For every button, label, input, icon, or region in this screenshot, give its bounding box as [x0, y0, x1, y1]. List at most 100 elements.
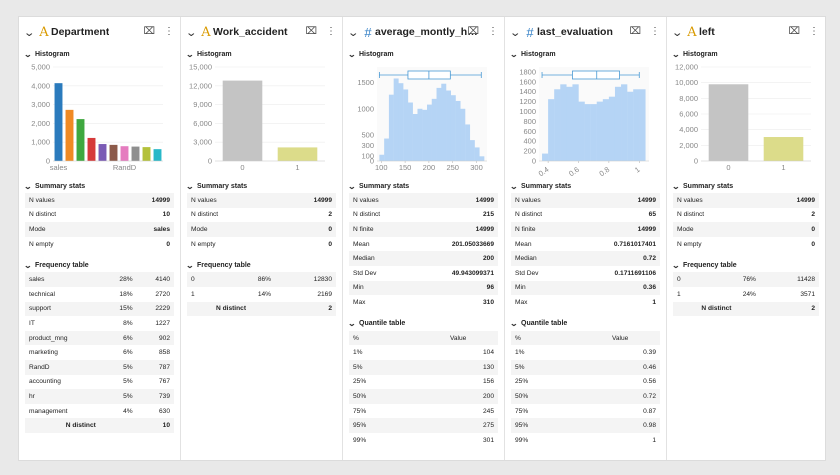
frequency-section-header[interactable]: ⌄ Frequency table [19, 258, 180, 272]
table-row: N values 14999 [187, 193, 336, 208]
y-tick-label: 300 [361, 141, 374, 150]
histogram-section-header[interactable]: ⌄ Histogram [667, 47, 825, 61]
freq-value: 0 [673, 272, 704, 287]
chevron-down-icon[interactable]: ⌄ [185, 26, 198, 39]
table-row: marketing 6% 858 [25, 345, 174, 360]
y-tick-label: 1000 [357, 104, 374, 113]
chevron-down-icon[interactable]: ⌄ [671, 26, 684, 39]
histogram-section-header[interactable]: ⌄ Histogram [343, 47, 504, 61]
histogram-bar [479, 156, 485, 161]
stat-value: 49.943099371 [451, 269, 494, 277]
chevron-down-icon[interactable]: ⌄ [23, 260, 33, 270]
chevron-down-icon[interactable]: ⌄ [185, 49, 195, 59]
table-row: IT 8% 1227 [25, 316, 174, 331]
quantile-section-header[interactable]: ⌄ Quantile table [343, 317, 504, 331]
freq-percent: 5% [101, 359, 137, 375]
freq-value: hr [25, 389, 102, 404]
x-tick-label: RandD [113, 163, 137, 172]
chevron-down-icon[interactable]: ⌄ [509, 49, 519, 59]
more-vertical-icon[interactable]: ⋮ [650, 26, 660, 37]
chevron-down-icon[interactable]: ⌄ [671, 49, 681, 59]
histogram-chart: 0 1,000 2,000 3,000 4,000 5,000 sales RandD [19, 61, 180, 179]
histogram-section-header[interactable]: ⌄ Histogram [19, 47, 180, 61]
frequency-section-header[interactable]: ⌄ Frequency table [181, 258, 342, 272]
table-row: N values 14999 [511, 193, 660, 208]
n-distinct-value: 10 [136, 418, 174, 433]
summary-section-header[interactable]: ⌄ Summary stats [19, 179, 180, 193]
quantile-section-header[interactable]: ⌄ Quantile table [505, 317, 666, 331]
freq-percent: 14% [257, 290, 272, 298]
more-vertical-icon[interactable]: ⋮ [326, 26, 336, 37]
table-row: N values 14999 [673, 193, 819, 208]
section-title: Summary stats [521, 182, 572, 190]
chevron-down-icon[interactable]: ⌄ [185, 260, 195, 270]
table-row: Min 0.36 [511, 280, 660, 296]
frequency-section-header[interactable]: ⌄ Frequency table [667, 258, 825, 272]
stat-value: 0.72 [572, 251, 660, 266]
more-vertical-icon[interactable]: ⋮ [809, 26, 819, 37]
trash-icon[interactable]: ⌧ [788, 26, 800, 37]
stat-label: N values [25, 193, 111, 208]
summary-section-header[interactable]: ⌄ Summary stats [343, 179, 504, 193]
y-tick-label: 800 [523, 117, 536, 126]
stat-label: Min [511, 280, 573, 296]
histogram-bar [407, 102, 413, 161]
chevron-down-icon[interactable]: ⌄ [509, 181, 519, 191]
y-tick-label: 5,000 [31, 63, 50, 72]
table-row: Max 310 [349, 295, 498, 310]
more-vertical-icon[interactable]: ⋮ [488, 26, 498, 37]
section-title: Frequency table [197, 261, 251, 269]
table-row: Median 0.72 [511, 251, 660, 266]
y-tick-label: 1200 [519, 97, 536, 106]
freq-value: management [29, 407, 68, 415]
summary-section-header[interactable]: ⌄ Summary stats [181, 179, 342, 193]
more-vertical-icon[interactable]: ⋮ [164, 26, 174, 37]
chevron-down-icon[interactable]: ⌄ [671, 260, 681, 270]
chevron-down-icon[interactable]: ⌄ [347, 26, 360, 39]
histogram-bar [431, 98, 437, 161]
table-header-row: % Value [511, 330, 660, 346]
chevron-down-icon[interactable]: ⌄ [23, 181, 33, 191]
bar [109, 144, 118, 161]
trash-icon[interactable]: ⌧ [467, 26, 479, 37]
chevron-down-icon[interactable]: ⌄ [23, 26, 36, 39]
column-summary-panel: ⌄ A Department ⌧ ⋮ ⌄ Histogram 0 1,000 2,000 3,000… [18, 16, 826, 461]
summary-section-header[interactable]: ⌄ Summary stats [505, 179, 666, 193]
y-tick-label: 1000 [519, 107, 536, 116]
freq-percent: 86% [218, 272, 276, 287]
quantile-value: 301 [482, 436, 494, 444]
table-row: Std Dev 0.1711691106 [511, 266, 660, 281]
histogram-section-header[interactable]: ⌄ Histogram [181, 47, 342, 61]
chevron-down-icon[interactable]: ⌄ [347, 49, 357, 59]
stat-label: Mode [673, 222, 757, 237]
trash-icon[interactable]: ⌧ [143, 26, 155, 37]
chevron-down-icon[interactable]: ⌄ [23, 49, 33, 59]
frequency-table: sales 28% 4140 technical 18% 2720 support 15% 22… [25, 272, 174, 433]
summary-section-header[interactable]: ⌄ Summary stats [667, 179, 825, 193]
chevron-down-icon[interactable]: ⌄ [347, 181, 357, 191]
summary-table: N values 14999 N distinct 2 Mode 0 N empty 0 [673, 193, 819, 251]
chevron-down-icon[interactable]: ⌄ [185, 181, 195, 191]
trash-icon[interactable]: ⌧ [305, 26, 317, 37]
y-tick-label: 2,000 [31, 119, 50, 128]
chevron-down-icon[interactable]: ⌄ [347, 319, 357, 329]
histogram-section-header[interactable]: ⌄ Histogram [505, 47, 666, 61]
stat-label: N finite [349, 222, 411, 237]
n-distinct-value: 2 [759, 301, 819, 317]
bar [87, 137, 96, 161]
table-row: N values 14999 [25, 193, 174, 208]
chevron-down-icon[interactable]: ⌄ [671, 181, 681, 191]
section-title: Summary stats [683, 182, 734, 190]
trash-icon[interactable]: ⌧ [629, 26, 641, 37]
y-tick-label: 600 [523, 127, 536, 136]
stat-value: 1 [652, 298, 656, 306]
chevron-down-icon[interactable]: ⌄ [509, 26, 522, 39]
freq-count: 2169 [317, 290, 332, 298]
table-row: N distinct 2 [187, 208, 336, 223]
quantile-percent: 75% [353, 407, 367, 415]
table-row: RandD 5% 787 [25, 359, 174, 375]
column-header: ⌄ A Department ⌧ ⋮ [19, 17, 180, 47]
chevron-down-icon[interactable]: ⌄ [509, 319, 519, 329]
y-tick-label: 12,000 [189, 81, 212, 90]
